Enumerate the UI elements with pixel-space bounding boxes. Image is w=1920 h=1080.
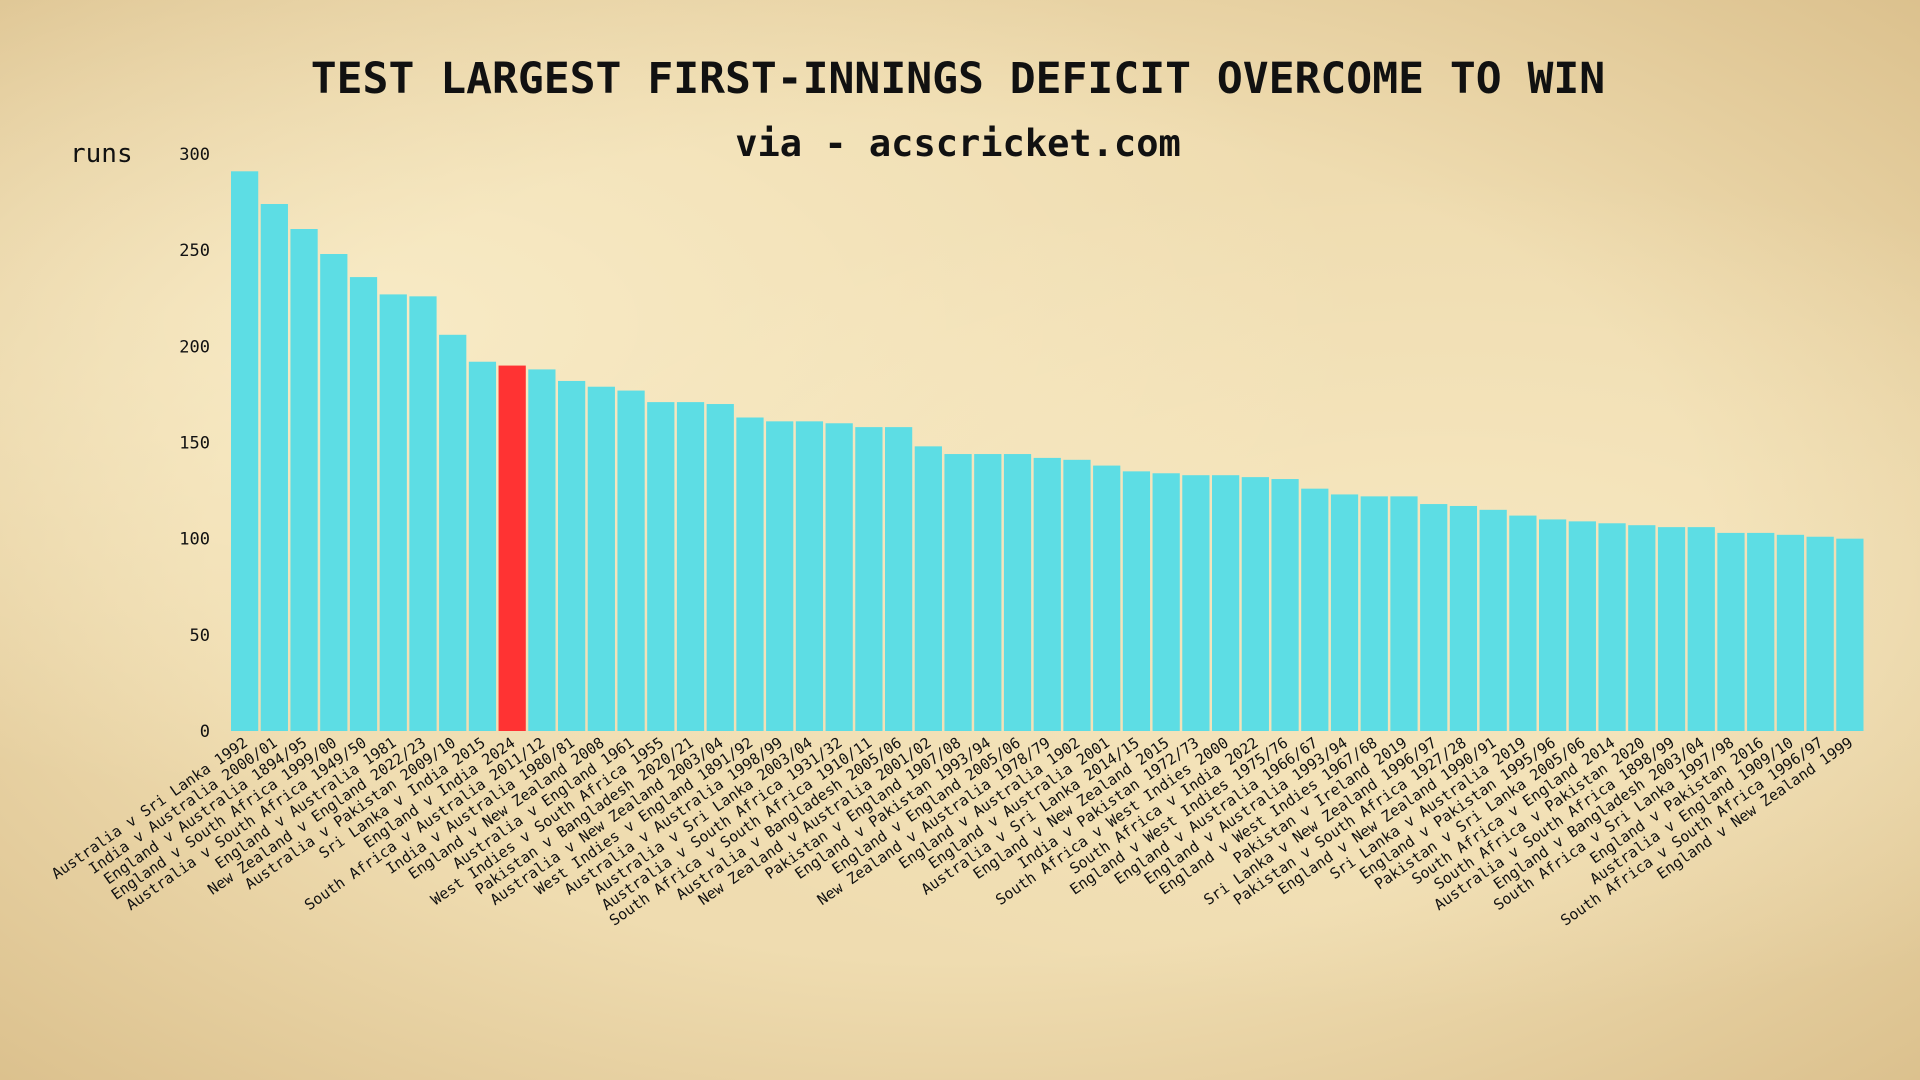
bar (260, 204, 288, 731)
bar (885, 427, 913, 731)
bar (1776, 534, 1805, 731)
bar (1093, 465, 1121, 731)
bar (1241, 477, 1269, 731)
bar (1212, 475, 1240, 731)
bar (1836, 538, 1864, 731)
bar (1360, 496, 1388, 731)
bar (766, 421, 794, 731)
bar (974, 454, 1002, 731)
bar (1182, 475, 1210, 731)
bar (1747, 532, 1775, 731)
bar (736, 417, 764, 731)
bar (647, 402, 675, 731)
bar (231, 171, 259, 731)
bar (795, 421, 824, 731)
bar (1122, 471, 1151, 731)
chart-title: TEST LARGEST FIRST-INNINGS DEFICIT OVERC… (311, 54, 1605, 104)
y-tick-label: 300 (179, 145, 210, 165)
bar (320, 254, 348, 731)
y-axis-label: runs (70, 139, 133, 169)
bar (1449, 505, 1478, 731)
bar (587, 386, 615, 731)
bar (290, 229, 318, 731)
bar (825, 423, 853, 731)
bar (558, 380, 586, 731)
bar (528, 369, 556, 731)
y-tick-label: 200 (179, 337, 210, 357)
bar (1479, 509, 1507, 731)
y-tick-label: 150 (179, 434, 210, 454)
bar (379, 294, 407, 731)
y-tick-label: 50 (190, 626, 210, 646)
bar (1301, 488, 1329, 731)
bar (409, 296, 437, 731)
bar (1568, 521, 1596, 731)
bar (1509, 515, 1537, 731)
bar (439, 334, 467, 731)
chart-subtitle: via - acscricket.com (735, 122, 1181, 165)
bar (1420, 504, 1448, 731)
bar (855, 427, 883, 731)
bar (1271, 479, 1299, 731)
bar (1063, 459, 1091, 731)
y-axis: 0 50 100 150 200 250 300 (179, 145, 210, 742)
bar (1717, 532, 1745, 731)
bar-highlighted (498, 365, 526, 731)
bar (1539, 519, 1567, 731)
bar (706, 404, 734, 731)
bar (617, 390, 645, 731)
bar (1687, 527, 1715, 731)
bar (1390, 496, 1418, 731)
bar (1152, 473, 1180, 731)
bar (914, 446, 942, 731)
bar (1806, 536, 1834, 731)
y-tick-label: 0 (200, 722, 210, 742)
bar (1598, 523, 1626, 731)
bar (349, 277, 378, 731)
bar (1033, 457, 1061, 731)
bar (1003, 454, 1032, 731)
bar (676, 402, 705, 731)
bar (1628, 525, 1656, 731)
bar (944, 454, 972, 731)
bars (231, 171, 1864, 731)
bar (1657, 527, 1686, 731)
bar (468, 361, 497, 731)
bar (1330, 494, 1359, 731)
y-tick-label: 100 (179, 530, 210, 550)
y-tick-label: 250 (179, 241, 210, 261)
